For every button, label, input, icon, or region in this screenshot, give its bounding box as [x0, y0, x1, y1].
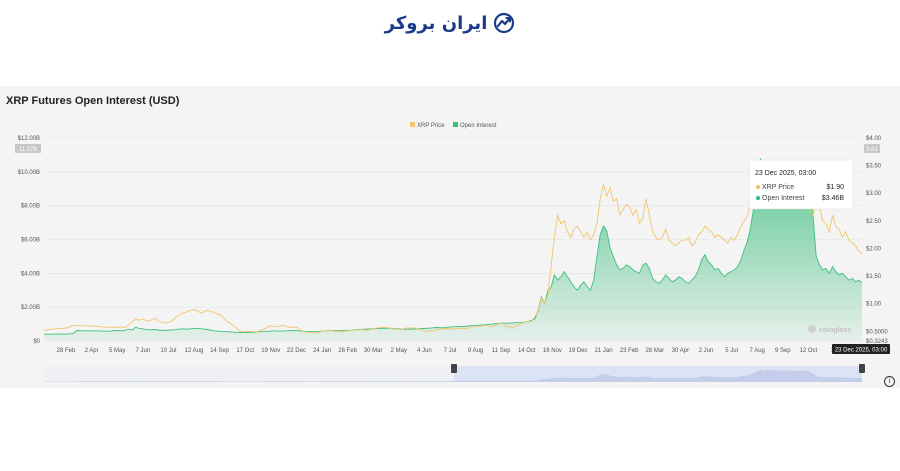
x-tick-label: 14 Sep: [210, 348, 230, 354]
y-right-tick-label: $2.50: [866, 219, 882, 225]
chart-legend: XRP Price Open Interest: [410, 122, 497, 129]
series-layer: [43, 158, 863, 341]
x-tick-label: 26 Feb: [338, 348, 357, 354]
axis-badges: 11.37B 3.61 23 Dec 2025, 03:00: [15, 144, 890, 354]
y-left-tick-label: $4.00B: [21, 271, 40, 277]
tooltip-value: $3.46B: [822, 195, 845, 202]
y-right-tick-label: $2.00: [866, 246, 882, 252]
y-left-tick-label: $8.00B: [21, 204, 40, 210]
y-left-tick-label: $6.00B: [21, 238, 40, 244]
x-tick-label: 28 Mar: [645, 348, 664, 354]
trend-chart-icon: [493, 12, 515, 34]
legend-swatch: [453, 122, 458, 127]
chart-title: XRP Futures Open Interest (USD): [6, 95, 180, 107]
x-tick-label: 23 Feb: [620, 348, 639, 354]
y-left-tick-label: $2.00B: [21, 305, 40, 311]
x-tick-label: 9 Sep: [775, 348, 791, 354]
x-tick-label: 12 Aug: [185, 348, 204, 354]
y-right-tick-label: $0.5000: [866, 329, 888, 335]
navigator-handle[interactable]: [859, 364, 865, 373]
watermark: coinglass: [808, 325, 851, 334]
y-right-tick-label: $1.00: [866, 302, 882, 308]
left-badge-bg: [15, 144, 41, 153]
right-top-badge: 3.61: [866, 147, 878, 153]
x-tick-label: 14 Oct: [518, 348, 536, 354]
x-tick-label: 19 Nov: [261, 348, 280, 354]
navigator-preview: [44, 369, 862, 382]
x-tick-label: 7 Jun: [135, 348, 150, 354]
tooltip-label: XRP Price: [762, 184, 794, 191]
y-left-tick-label: $10.00B: [18, 170, 40, 176]
x-tick-label: 7 Jul: [444, 348, 457, 354]
x-tick-label: 30 Apr: [672, 348, 689, 354]
x-tick-label: 17 Oct: [236, 348, 254, 354]
x-tick-label: 2 Apr: [85, 348, 99, 354]
y-right-tick-label: $3.50: [866, 164, 882, 170]
x-tick-label: 2 May: [391, 348, 407, 354]
range-navigator[interactable]: [44, 364, 865, 382]
x-tick-label: 7 Aug: [750, 348, 765, 354]
chart-tooltip: 23 Dec 2025, 03:00 XRP Price $1.90 Open Int…: [748, 159, 854, 210]
x-tick-label: 30 Mar: [364, 348, 383, 354]
info-icon[interactable]: i: [884, 376, 895, 387]
x-tick-label: 24 Jan: [313, 348, 331, 354]
x-tick-label: 28 Feb: [57, 348, 76, 354]
x-tick-label: 2 Jun: [699, 348, 714, 354]
brand-name: ایران بروکر: [384, 12, 488, 34]
x-tick-label: 9 Aug: [468, 348, 483, 354]
oi-chart[interactable]: XRP Price Open Interest $0 $2.00B $4.00B $6.…: [0, 86, 900, 388]
y-axis-right: $0.3243 $0.5000 $1.00 $1.50 $2.00 $2.50 $3.00 $…: [866, 136, 888, 345]
y-left-tick-label: $12.00B: [18, 136, 40, 142]
x-tick-label: 5 Jul: [725, 348, 738, 354]
tooltip-dot: [755, 195, 761, 201]
tooltip-dot: [755, 184, 761, 190]
x-tick-label: 5 May: [109, 348, 125, 354]
tooltip-box: [748, 159, 854, 210]
watermark-text: coinglass: [819, 327, 851, 334]
chart-card: XRP Futures Open Interest (USD) XRP Pric…: [0, 86, 900, 388]
tooltip-value: $1.90: [826, 184, 844, 191]
x-tick-label: 22 Dec: [287, 348, 306, 354]
x-tick-label: 4 Jun: [417, 348, 432, 354]
x-tick-label: 10 Jul: [160, 348, 176, 354]
left-top-badge: 11.37B: [19, 147, 38, 153]
coinglass-logo-icon: [808, 325, 816, 333]
x-tick-label: 21 Jan: [595, 348, 613, 354]
y-right-tick-label: $4.00: [866, 136, 882, 142]
x-tick-label: 19 Dec: [568, 348, 587, 354]
y-axis-left: $0 $2.00B $4.00B $6.00B $8.00B $10.00B $12.00B: [18, 136, 41, 345]
brand-header: ایران بروکر: [0, 12, 900, 34]
y-right-tick-label: $0.3243: [866, 339, 888, 345]
y-right-tick-label: $1.50: [866, 274, 882, 280]
open-interest-area: [44, 158, 862, 341]
x-tick-label: 11 Sep: [492, 348, 511, 354]
tooltip-label: Open Interest: [762, 195, 804, 202]
x-badge-bg: [832, 344, 890, 354]
x-tick-label: 16 Nov: [543, 348, 562, 354]
x-crosshair-badge: 23 Dec 2025, 03:00: [835, 348, 888, 354]
tooltip-date: 23 Dec 2025, 03:00: [755, 170, 816, 177]
x-axis: 28 Feb 2 Apr 5 May 7 Jun 10 Jul 12 Aug 14 Sep 1…: [57, 348, 838, 354]
legend-item[interactable]: XRP Price: [417, 123, 445, 129]
y-right-tick-label: $3.00: [866, 191, 882, 197]
navigator-handle[interactable]: [451, 364, 457, 373]
legend-swatch: [410, 122, 415, 127]
legend-item[interactable]: Open Interest: [460, 123, 497, 129]
y-left-tick-label: $0: [33, 339, 40, 345]
right-badge-bg: [864, 144, 880, 153]
x-tick-label: 12 Oct: [800, 348, 818, 354]
